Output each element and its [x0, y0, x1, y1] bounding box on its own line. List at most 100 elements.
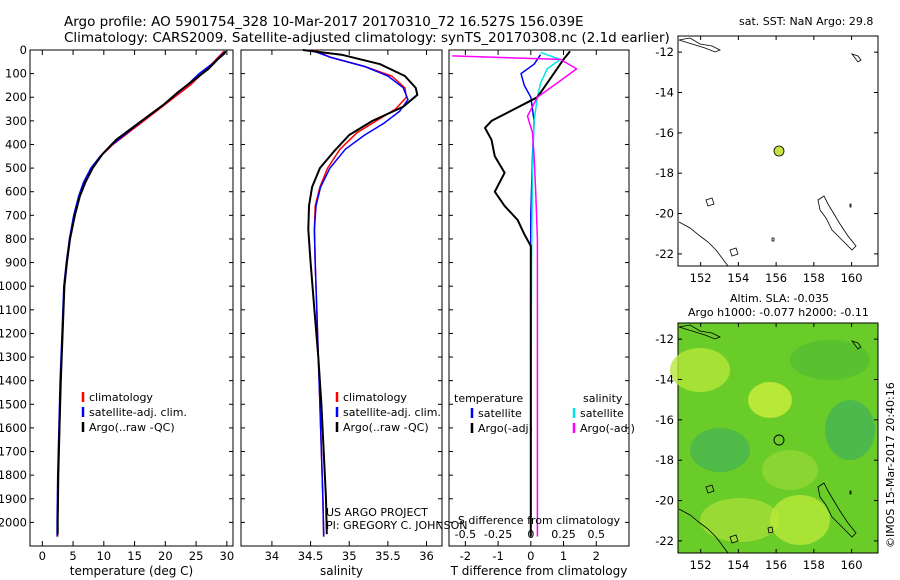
- legend-label: Argo(..raw -QC): [89, 421, 175, 434]
- y-tick-label: 500: [5, 161, 27, 175]
- y-tick-label: 400: [5, 137, 27, 151]
- x-tick-label: 10: [96, 549, 111, 563]
- x-tick-label: -1: [492, 549, 503, 563]
- y-tick-label: 600: [5, 185, 27, 199]
- y-tick-label: 1000: [0, 279, 27, 293]
- legend-title-salinity: salinity: [583, 392, 623, 405]
- sla-patch: [825, 400, 875, 460]
- coast-australia: [678, 221, 729, 267]
- secondary-tick-label: -0.5: [455, 528, 476, 541]
- legend-label: satellite-adj. clim.: [89, 406, 187, 419]
- series-line: [302, 49, 419, 535]
- y-tick-label: 1700: [0, 445, 27, 459]
- coast-islet-2: [729, 534, 739, 544]
- x-tick-label: 0: [39, 549, 46, 563]
- legend-title-temperature: temperature: [454, 392, 523, 405]
- header-line-1: Argo profile: AO 5901754_328 10-Mar-2017…: [64, 14, 584, 30]
- coast-islet-3: [767, 526, 774, 534]
- map-lon-label: 152: [690, 271, 712, 285]
- imos-side-label: ©IMOS 15-Mar-2017 20:40:16: [884, 382, 897, 548]
- secondary-tick-label: 0.25: [551, 528, 576, 541]
- coast-islet-4: [849, 203, 852, 208]
- sst-map-title: sat. SST: NaN Argo: 29.8: [739, 15, 874, 28]
- coast-island-east: [850, 340, 862, 350]
- coast-newcal: [817, 482, 857, 538]
- y-tick-label: 1300: [0, 350, 27, 364]
- x-tick-label: 2: [593, 549, 600, 563]
- y-tick-label: 1500: [0, 397, 27, 411]
- sla-patch: [690, 428, 750, 472]
- sla-patch: [748, 382, 792, 418]
- coast-solomon: [678, 324, 721, 340]
- legend-label: climatology: [343, 391, 407, 404]
- y-tick-label: 1400: [0, 374, 27, 388]
- map-lon-label: 158: [803, 271, 825, 285]
- y-tick-label: 900: [5, 256, 27, 270]
- x-tick-label: 34.5: [298, 549, 324, 563]
- x-axis-label: salinity: [320, 564, 363, 578]
- coast-islet-3: [771, 237, 775, 242]
- sla-patch: [670, 348, 730, 392]
- secondary-tick-label: -0.25: [484, 528, 512, 541]
- x-tick-label: 35: [342, 549, 357, 563]
- x-tick-label: 30: [220, 549, 235, 563]
- legend-label: Argo(-adj): [478, 422, 533, 435]
- legend-label: climatology: [89, 391, 153, 404]
- float-position-marker: [773, 145, 785, 157]
- credit-pi: PI: GREGORY C. JOHNSON: [326, 519, 468, 532]
- map-lon-label: 152: [690, 558, 712, 572]
- y-tick-label: 200: [5, 90, 27, 104]
- map-lon-label: 156: [765, 271, 787, 285]
- map-lat-label: -16: [655, 413, 674, 427]
- x-axis-label: temperature (deg C): [70, 564, 193, 578]
- map-lon-label: 154: [727, 271, 749, 285]
- map-lon-label: 156: [765, 558, 787, 572]
- legend-label: Argo(..raw -QC): [343, 421, 429, 434]
- y-tick-label: 1600: [0, 421, 27, 435]
- y-tick-label: 100: [5, 67, 27, 81]
- header-line-2: Climatology: CARS2009. Satellite-adjuste…: [64, 30, 670, 46]
- x-tick-label: 0: [527, 549, 534, 563]
- map-lon-label: 158: [803, 558, 825, 572]
- map-lon-label: 154: [727, 558, 749, 572]
- map-lat-label: -12: [655, 332, 674, 346]
- map-lat-label: -20: [655, 207, 674, 221]
- coast-newcal: [817, 195, 857, 251]
- sla-field-patches: [670, 340, 875, 545]
- sla-patch: [770, 495, 830, 545]
- coast-solomon: [678, 37, 721, 53]
- legend-label: satellite-adj. clim.: [343, 406, 441, 419]
- x-tick-label: 25: [189, 549, 204, 563]
- y-tick-label: 700: [5, 208, 27, 222]
- map-lat-label: -14: [655, 372, 674, 386]
- sla-map-coastlines: [678, 324, 862, 554]
- secondary-tick-label: 0: [527, 528, 534, 541]
- map-lon-label: 160: [841, 558, 863, 572]
- y-tick-label: 800: [5, 232, 27, 246]
- map-lat-label: -12: [655, 45, 674, 59]
- legend-label: satellite: [580, 407, 624, 420]
- legend-label: satellite: [478, 407, 522, 420]
- x-tick-label: 36: [419, 549, 434, 563]
- y-tick-label: 0: [20, 43, 27, 57]
- coast-islet-2: [729, 247, 739, 257]
- map-lat-label: -22: [655, 247, 674, 261]
- map-lon-label: 160: [841, 271, 863, 285]
- sla-patch: [762, 450, 818, 490]
- sla-map-title-2: Argo h1000: -0.077 h2000: -0.11: [688, 306, 869, 319]
- x-axis-label: T difference from climatology: [450, 564, 628, 578]
- map-lat-label: -18: [655, 453, 674, 467]
- coast-islet-4: [849, 490, 852, 495]
- y-tick-label: 1800: [0, 468, 27, 482]
- coast-australia: [678, 508, 729, 554]
- series-line: [484, 50, 571, 537]
- sla-map-title-1: Altim. SLA: -0.035: [730, 292, 830, 305]
- x-tick-label: 34: [265, 549, 280, 563]
- temperature-panel: [29, 49, 234, 547]
- y-tick-label: 1900: [0, 492, 27, 506]
- coast-islet-1: [705, 484, 715, 494]
- secondary-axis-label: S difference from climatology: [458, 514, 621, 527]
- x-tick-label: 35.5: [375, 549, 401, 563]
- map-lat-label: -22: [655, 534, 674, 548]
